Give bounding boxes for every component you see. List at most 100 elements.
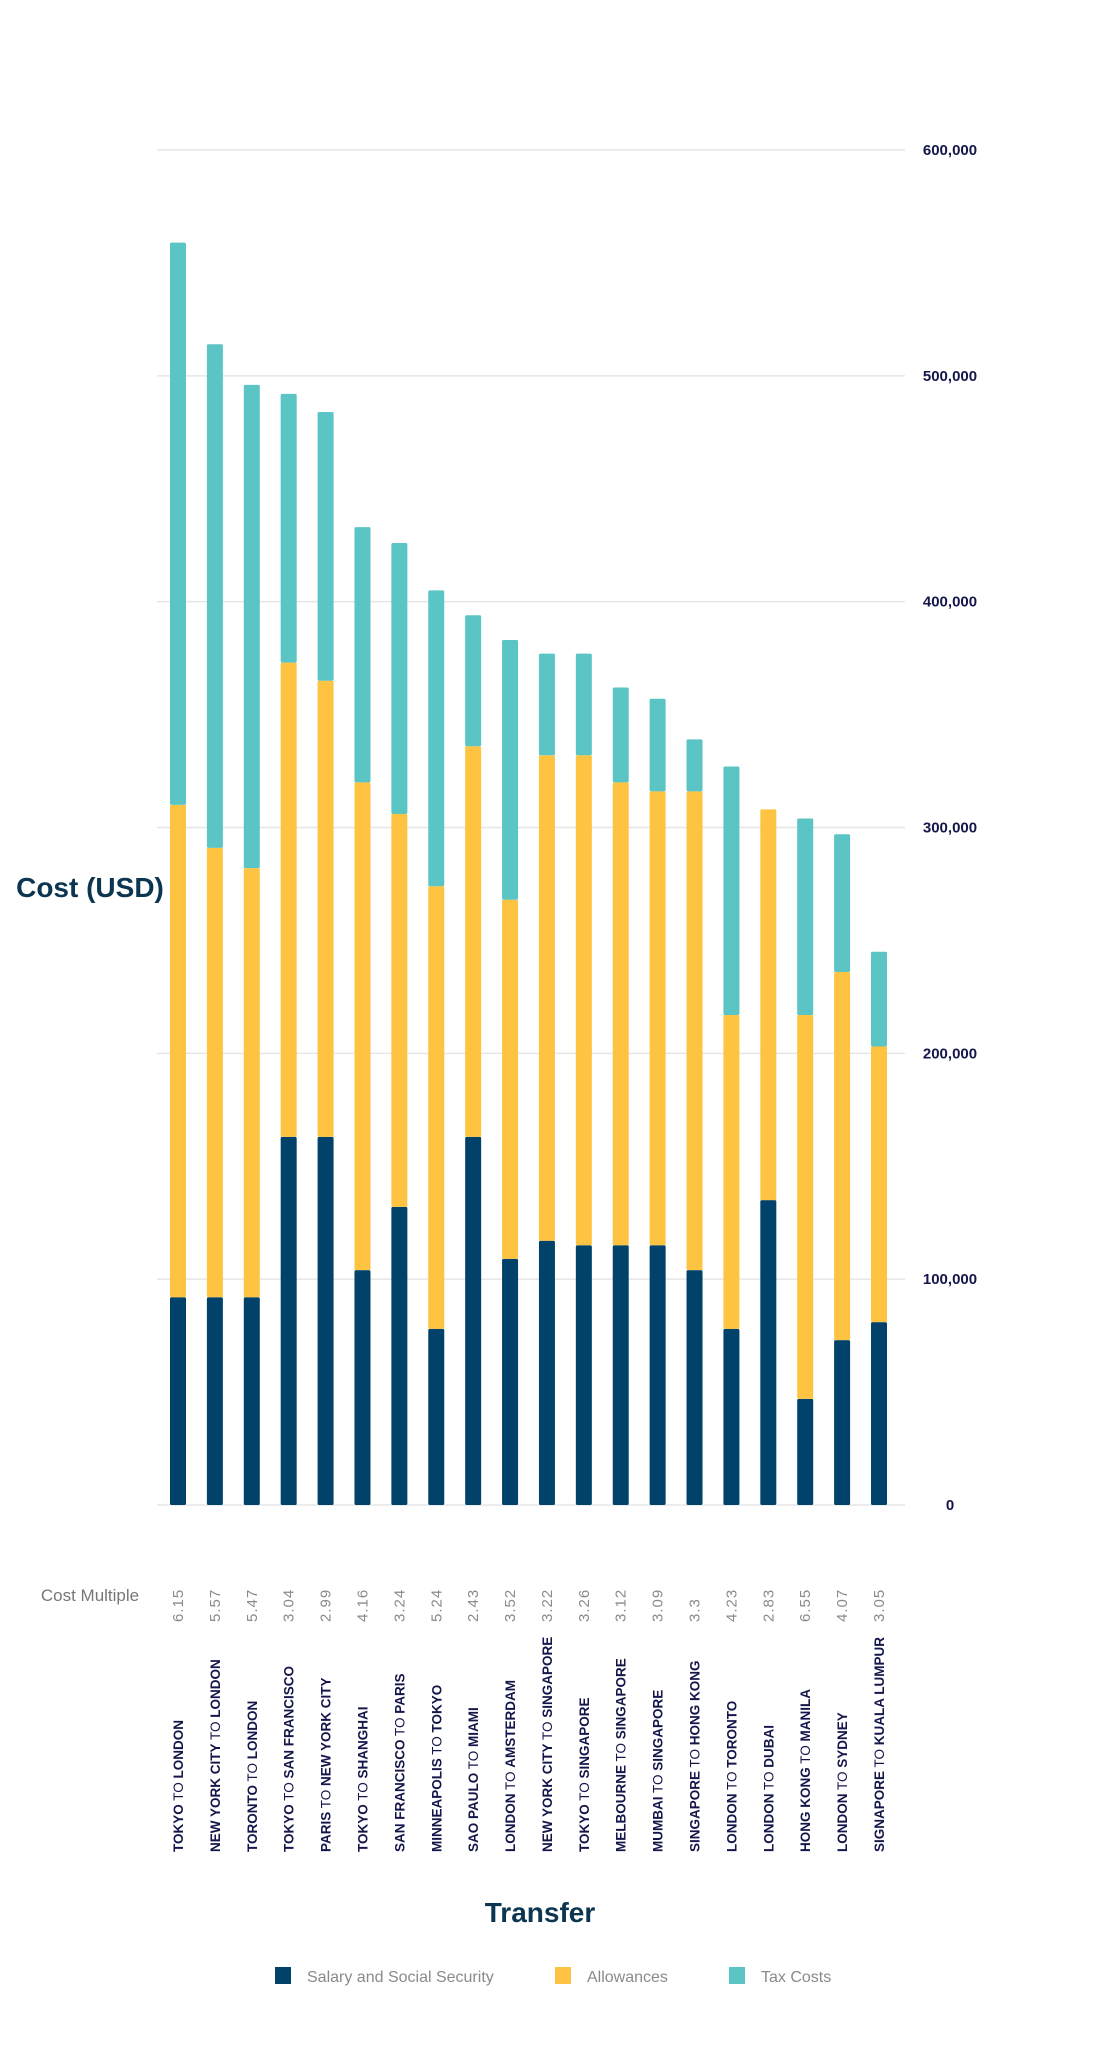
bars bbox=[170, 242, 887, 1505]
cost-multiple-value: 3.09 bbox=[650, 1589, 667, 1622]
bar-segment-tax-costs bbox=[243, 384, 260, 869]
origin-city: SIGNAPORE bbox=[872, 1771, 887, 1852]
connector-word: TO bbox=[688, 1745, 703, 1771]
y-axis-ticks: 0 100,000 200,000 300,000 400,000 500,000 600,… bbox=[923, 142, 977, 1514]
destination-city: SYDNEY bbox=[835, 1712, 850, 1768]
origin-city: TOKYO bbox=[282, 1804, 297, 1852]
destination-city: LONDON bbox=[171, 1720, 186, 1779]
cost-multiple-value: 3.04 bbox=[281, 1589, 298, 1622]
bar-segment-tax-costs bbox=[170, 242, 186, 805]
bar-segment-allowances bbox=[391, 813, 408, 1207]
bar-segment-allowances bbox=[465, 746, 482, 1137]
bar-segment-tax-costs bbox=[317, 411, 334, 681]
category-label: LONDON TO TORONTO bbox=[724, 1701, 739, 1852]
category-label: MUMBAI TO SINGAPORE bbox=[651, 1690, 666, 1852]
bar-segment-allowances bbox=[354, 782, 371, 1271]
category-label: MELBOURNE TO SINGAPORE bbox=[614, 1658, 629, 1852]
destination-city: SAN FRANCISCO bbox=[282, 1666, 297, 1779]
category-label: TOKYO TO LONDON bbox=[171, 1720, 186, 1852]
connector-word: TO bbox=[798, 1741, 813, 1767]
bar-segment-tax-costs bbox=[723, 766, 740, 1015]
origin-city: MUMBAI bbox=[651, 1797, 666, 1853]
bar-segment-salary-and-social-security bbox=[686, 1270, 703, 1505]
origin-city: TOKYO bbox=[577, 1804, 592, 1852]
legend-label: Tax Costs bbox=[761, 1969, 831, 1986]
cost-multiple-value: 3.05 bbox=[871, 1589, 888, 1622]
cost-multiple-value: 3.26 bbox=[576, 1589, 593, 1622]
destination-city: PARIS bbox=[392, 1673, 407, 1713]
bar-segment-salary-and-social-security bbox=[871, 1322, 887, 1505]
destination-city: SINGAPORE bbox=[651, 1690, 666, 1771]
connector-word: TO bbox=[540, 1718, 555, 1744]
cost-multiple-value: 4.23 bbox=[723, 1589, 740, 1622]
origin-city: TOKYO bbox=[355, 1804, 370, 1852]
bar-segment-salary-and-social-security bbox=[428, 1328, 445, 1505]
y-tick-label: 400,000 bbox=[923, 594, 977, 611]
connector-word: TO bbox=[651, 1771, 666, 1797]
bar-segment-allowances bbox=[686, 791, 703, 1271]
category-label: TORONTO TO LONDON bbox=[245, 1701, 260, 1852]
cost-multiple-value: 3.24 bbox=[391, 1589, 408, 1622]
category-label: NEW YORK CITY TO SINGAPORE bbox=[540, 1637, 555, 1852]
destination-city: SINGAPORE bbox=[577, 1697, 592, 1778]
bar-segment-salary-and-social-security bbox=[649, 1245, 666, 1505]
destination-city: SINGAPORE bbox=[540, 1637, 555, 1718]
bar-segment-allowances bbox=[170, 804, 186, 1298]
bar-segment-tax-costs bbox=[538, 653, 555, 756]
legend-label: Salary and Social Security bbox=[307, 1969, 494, 1986]
bar-segment-tax-costs bbox=[612, 687, 629, 783]
destination-city: TORONTO bbox=[724, 1701, 739, 1768]
bar-segment-salary-and-social-security bbox=[575, 1245, 592, 1505]
connector-word: TO bbox=[872, 1745, 887, 1771]
connector-word: TO bbox=[171, 1778, 186, 1804]
destination-city: KUALA LUMPUR bbox=[872, 1637, 887, 1745]
cost-multiple-value: 5.24 bbox=[428, 1589, 445, 1622]
legend: Salary and Social Security Allowances Tax … bbox=[275, 1967, 831, 1986]
bar-segment-allowances bbox=[317, 680, 334, 1137]
bar-segment-allowances bbox=[502, 899, 519, 1259]
category-label: TOKYO TO SINGAPORE bbox=[577, 1697, 592, 1852]
connector-word: TO bbox=[245, 1759, 260, 1785]
cost-multiple-value: 6.55 bbox=[797, 1589, 814, 1622]
y-tick-label: 0 bbox=[946, 1497, 954, 1514]
cost-multiple-label: Cost Multiple bbox=[41, 1586, 139, 1605]
bar-segment-salary-and-social-security bbox=[206, 1297, 223, 1505]
bar-segment-allowances bbox=[575, 755, 592, 1246]
legend-item: Salary and Social Security bbox=[275, 1967, 494, 1986]
cost-multiple-value: 3.3 bbox=[687, 1598, 704, 1622]
bar-segment-tax-costs bbox=[686, 739, 703, 792]
destination-city: SINGAPORE bbox=[614, 1658, 629, 1739]
bar-segment-allowances bbox=[797, 1014, 814, 1399]
legend-label: Allowances bbox=[587, 1969, 668, 1986]
destination-city: DUBAI bbox=[761, 1725, 776, 1768]
x-axis-title: Transfer bbox=[485, 1897, 596, 1928]
legend-item: Tax Costs bbox=[729, 1967, 831, 1986]
origin-city: TOKYO bbox=[171, 1804, 186, 1852]
destination-city: LONDON bbox=[245, 1701, 260, 1760]
origin-city: LONDON bbox=[835, 1794, 850, 1853]
category-label: LONDON TO AMSTERDAM bbox=[503, 1680, 518, 1852]
cost-multiple-value: 2.43 bbox=[465, 1589, 482, 1622]
bar-segment-allowances bbox=[428, 886, 445, 1329]
origin-city: PARIS bbox=[319, 1812, 334, 1852]
y-tick-label: 500,000 bbox=[923, 368, 977, 385]
bar-segment-tax-costs bbox=[465, 615, 482, 747]
bar-segment-salary-and-social-security bbox=[243, 1297, 260, 1505]
bar-segment-allowances bbox=[280, 662, 297, 1137]
category-label: HONG KONG TO MANILA bbox=[798, 1689, 813, 1852]
bar-segment-tax-costs bbox=[354, 527, 371, 783]
category-label: PARIS TO NEW YORK CITY bbox=[319, 1677, 334, 1852]
cost-multiple-values: 6.15 5.57 5.47 3.04 2.99 4.16 3.24 5.24 2.43 3.52… bbox=[170, 1589, 888, 1622]
origin-city: MELBOURNE bbox=[614, 1765, 629, 1852]
y-tick-label: 600,000 bbox=[923, 142, 977, 159]
bar-segment-tax-costs bbox=[797, 818, 814, 1015]
cost-multiple-value: 4.16 bbox=[354, 1589, 371, 1622]
connector-word: TO bbox=[429, 1732, 444, 1758]
destination-city: LONDON bbox=[208, 1659, 223, 1718]
connector-word: TO bbox=[355, 1778, 370, 1804]
destination-city: MANILA bbox=[798, 1689, 813, 1742]
bar-segment-allowances bbox=[206, 847, 223, 1298]
connector-word: TO bbox=[614, 1739, 629, 1765]
bar-segment-salary-and-social-security bbox=[317, 1136, 334, 1505]
bar-segment-salary-and-social-security bbox=[723, 1328, 740, 1505]
